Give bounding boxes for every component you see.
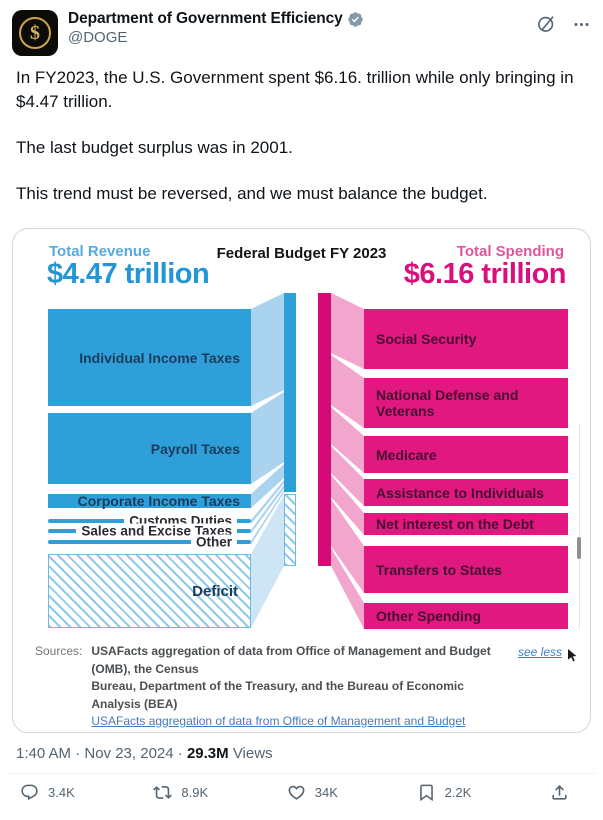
sources-label: Sources: — [35, 644, 83, 658]
block-label: Payroll Taxes — [150, 440, 240, 457]
dollar-coin-icon: $ — [19, 17, 51, 49]
views-count: 29.3M — [186, 745, 229, 762]
repost-count: 8.9K — [181, 785, 209, 800]
tweet-meta: 1:40 AM · Nov 23, 2024 · 29.3M Views — [16, 745, 587, 762]
more-menu-icon[interactable] — [572, 15, 591, 34]
spending-collector-bar — [318, 293, 331, 566]
reply-count: 3.4K — [48, 785, 75, 800]
share-button[interactable] — [550, 783, 569, 802]
revenue-block-other: Other — [48, 533, 251, 551]
mouse-cursor — [568, 649, 577, 662]
tweet-paragraph: In FY2023, the U.S. Government spent $6.… — [16, 68, 574, 111]
tweet-paragraph: The last budget surplus was in 2001. — [16, 138, 293, 157]
like-count: 34K — [314, 785, 338, 800]
timestamp[interactable]: 1:40 AM · Nov 23, 2024 — [16, 745, 174, 762]
total-revenue-label: Total Revenue — [49, 243, 151, 260]
total-spending-label: Total Spending — [456, 243, 564, 260]
scrollbar-track — [579, 424, 580, 629]
spending-block-other-spending: Other Spending — [364, 603, 568, 629]
deficit-collector-bar — [284, 494, 296, 566]
reply-icon — [21, 784, 38, 801]
repost-icon — [153, 786, 173, 799]
deficit-block: Deficit — [48, 554, 251, 628]
scrollbar-thumb[interactable] — [577, 537, 581, 559]
like-button[interactable]: 34K — [287, 783, 338, 802]
tweet-paragraph: This trend must be reversed, and we must… — [16, 184, 488, 203]
block-label: Assistance to Individuals — [376, 484, 545, 501]
total-revenue-value: $4.47 trillion — [47, 258, 210, 290]
divider — [8, 773, 595, 774]
author-name[interactable]: Department of Government Efficiency — [68, 10, 343, 27]
sources-link-line1[interactable]: USAFacts aggregation of data from Office… — [91, 714, 466, 732]
tweet-body: In FY2023, the U.S. Government spent $6.… — [16, 66, 587, 206]
total-spending-value: $6.16 trillion — [403, 258, 567, 290]
block-label: Other — [190, 534, 237, 550]
spending-block-medicare: Medicare — [364, 436, 568, 473]
block-label: Net interest on the Debt — [376, 516, 534, 532]
sources-section: Sources: USAFacts aggregation of data fr… — [35, 643, 576, 732]
action-bar: 3.4K 8.9K 34K 2.2K — [12, 774, 591, 811]
meta-dot: · — [177, 745, 183, 762]
see-less-link[interactable]: see less — [517, 645, 562, 659]
grok-icon[interactable] — [536, 14, 556, 34]
block-label: Other Spending — [376, 608, 481, 624]
bookmark-button[interactable]: 2.2K — [417, 783, 472, 802]
block-label: Transfers to States — [376, 561, 503, 578]
block-label: National Defense and Veterans — [376, 387, 519, 419]
avatar[interactable]: $ — [12, 10, 58, 56]
revenue-block-corporate-income-taxes: Corporate Income Taxes — [48, 493, 251, 509]
spending-block-social-security: Social Security — [364, 309, 568, 369]
block-label: Corporate Income Taxes — [77, 493, 240, 509]
block-label: Social Security — [376, 331, 477, 347]
like-icon — [288, 785, 305, 800]
avatar-symbol: $ — [30, 22, 40, 44]
block-label: Individual Income Taxes — [79, 349, 240, 366]
bookmark-icon — [419, 784, 433, 802]
reply-button[interactable]: 3.4K — [20, 783, 75, 802]
bookmark-count: 2.2K — [444, 785, 472, 800]
chart-title: Federal Budget FY 2023 — [216, 245, 387, 262]
block-label: Deficit — [192, 582, 238, 600]
spending-block-net-interest: Net interest on the Debt — [364, 513, 568, 535]
verified-badge-icon — [347, 11, 363, 27]
block-label: Medicare — [376, 446, 437, 463]
spending-block-assistance-individuals: Assistance to Individuals — [364, 479, 568, 506]
author-handle[interactable]: @DOGE — [68, 29, 128, 46]
repost-button[interactable]: 8.9K — [153, 783, 208, 802]
sources-text-line2: Bureau, Department of the Treasury, and … — [91, 679, 464, 711]
thin-bar — [48, 540, 251, 544]
tweet-header: $ Department of Government Efficiency @D… — [12, 8, 591, 56]
views-label: Views — [232, 745, 273, 762]
revenue-collector-bar — [284, 293, 296, 492]
spending-block-national-defense: National Defense and Veterans — [364, 378, 568, 428]
revenue-block-payroll-taxes: Payroll Taxes — [48, 413, 251, 484]
author-block: Department of Government Efficiency @DOG… — [68, 8, 536, 46]
revenue-block-individual-income-taxes: Individual Income Taxes — [48, 309, 251, 406]
budget-chart-card[interactable]: Total Revenue $4.47 trillion Federal Bud… — [12, 228, 591, 733]
sources-text-line1: USAFacts aggregation of data from Office… — [91, 644, 491, 676]
share-icon — [552, 785, 567, 800]
spending-block-transfers-states: Transfers to States — [364, 546, 568, 593]
